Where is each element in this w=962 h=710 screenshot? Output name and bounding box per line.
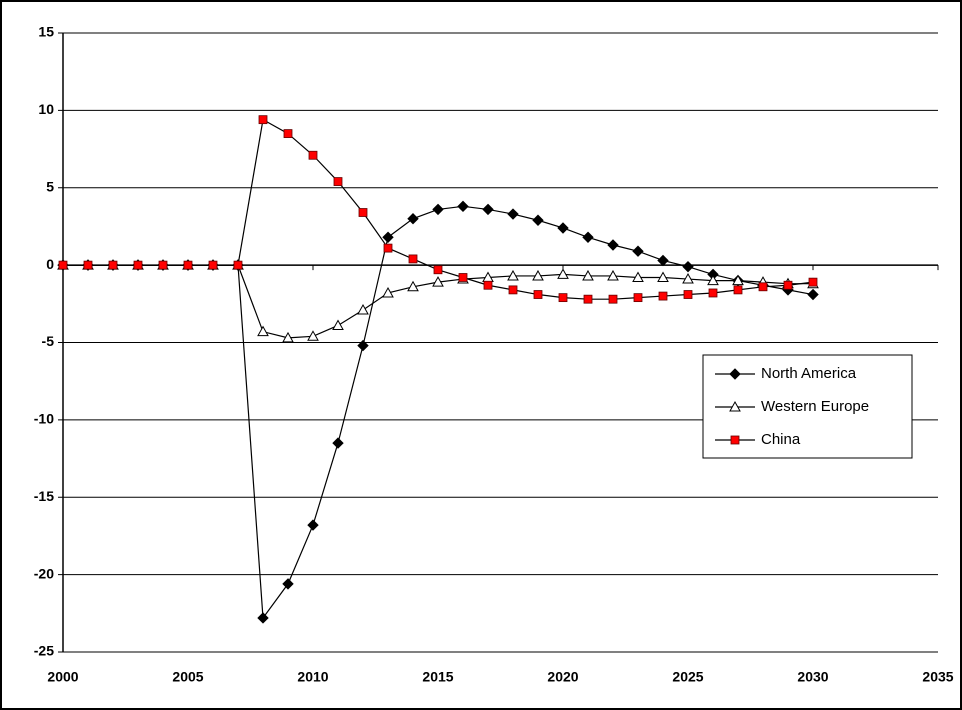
marker <box>333 177 343 186</box>
marker <box>783 280 793 290</box>
marker <box>608 294 618 304</box>
marker <box>507 208 519 220</box>
legend-label: China <box>761 431 801 448</box>
marker <box>382 286 394 298</box>
marker <box>357 303 369 315</box>
marker <box>432 276 444 287</box>
marker <box>607 269 619 281</box>
marker <box>307 519 319 531</box>
marker <box>582 269 594 281</box>
marker <box>607 239 619 251</box>
marker <box>733 285 743 295</box>
marker <box>483 280 493 290</box>
marker <box>657 254 669 267</box>
x-tick-label: 2020 <box>547 669 578 685</box>
marker <box>407 280 419 292</box>
marker <box>682 273 694 284</box>
marker <box>657 271 669 283</box>
marker <box>558 293 568 303</box>
legend-label: North America <box>761 365 857 382</box>
marker <box>208 260 218 270</box>
marker <box>482 203 494 216</box>
y-tick-label: -10 <box>34 411 54 427</box>
marker <box>682 260 694 273</box>
marker <box>332 437 344 449</box>
marker <box>533 290 543 299</box>
marker <box>332 319 344 330</box>
marker <box>707 274 719 286</box>
marker <box>158 260 168 270</box>
marker <box>358 208 368 217</box>
marker <box>508 285 518 295</box>
marker <box>433 265 443 275</box>
legend-label: Western Europe <box>761 398 869 415</box>
marker <box>732 274 744 286</box>
marker <box>758 282 768 292</box>
marker <box>408 254 418 264</box>
marker <box>458 273 468 282</box>
marker <box>407 212 419 225</box>
x-tick-label: 2010 <box>297 669 328 685</box>
x-tick-label: 2000 <box>47 669 78 685</box>
marker <box>258 115 268 125</box>
y-tick-label: -25 <box>34 643 54 659</box>
marker <box>457 200 469 213</box>
y-tick-label: -5 <box>42 333 55 349</box>
y-tick-label: 0 <box>46 256 54 272</box>
y-tick-label: -15 <box>34 488 54 504</box>
marker <box>633 293 643 303</box>
marker <box>582 231 594 243</box>
marker <box>557 222 569 234</box>
marker <box>808 277 818 287</box>
marker <box>632 245 644 257</box>
x-tick-label: 2005 <box>172 669 203 685</box>
marker <box>583 294 593 304</box>
marker <box>382 231 394 243</box>
x-tick-label: 2035 <box>922 669 953 685</box>
y-tick-label: -20 <box>34 565 54 581</box>
legend-marker <box>729 400 741 412</box>
marker <box>708 288 718 298</box>
marker <box>282 331 294 343</box>
x-tick-label: 2030 <box>797 669 828 685</box>
legend-marker <box>730 435 740 445</box>
marker <box>257 612 269 624</box>
marker <box>307 330 319 341</box>
marker <box>532 269 544 281</box>
marker <box>507 269 519 281</box>
marker <box>683 290 693 299</box>
marker <box>658 291 668 301</box>
y-tick-label: 15 <box>38 24 54 40</box>
marker <box>283 129 293 138</box>
marker <box>58 260 68 270</box>
marker <box>357 339 369 352</box>
marker <box>807 288 819 301</box>
marker <box>282 578 294 590</box>
marker <box>108 260 118 270</box>
marker <box>183 260 193 270</box>
x-tick-label: 2015 <box>422 669 453 685</box>
marker <box>432 203 444 216</box>
marker <box>532 214 544 226</box>
legend-marker <box>729 368 741 380</box>
marker <box>233 260 243 270</box>
marker <box>257 325 269 337</box>
y-tick-label: 10 <box>38 101 54 117</box>
marker <box>383 243 393 253</box>
marker <box>133 260 143 270</box>
marker <box>557 268 569 279</box>
marker <box>308 150 318 160</box>
marker <box>83 260 93 270</box>
y-tick-label: 5 <box>46 178 54 194</box>
x-tick-label: 2025 <box>672 669 703 685</box>
marker <box>632 271 644 283</box>
